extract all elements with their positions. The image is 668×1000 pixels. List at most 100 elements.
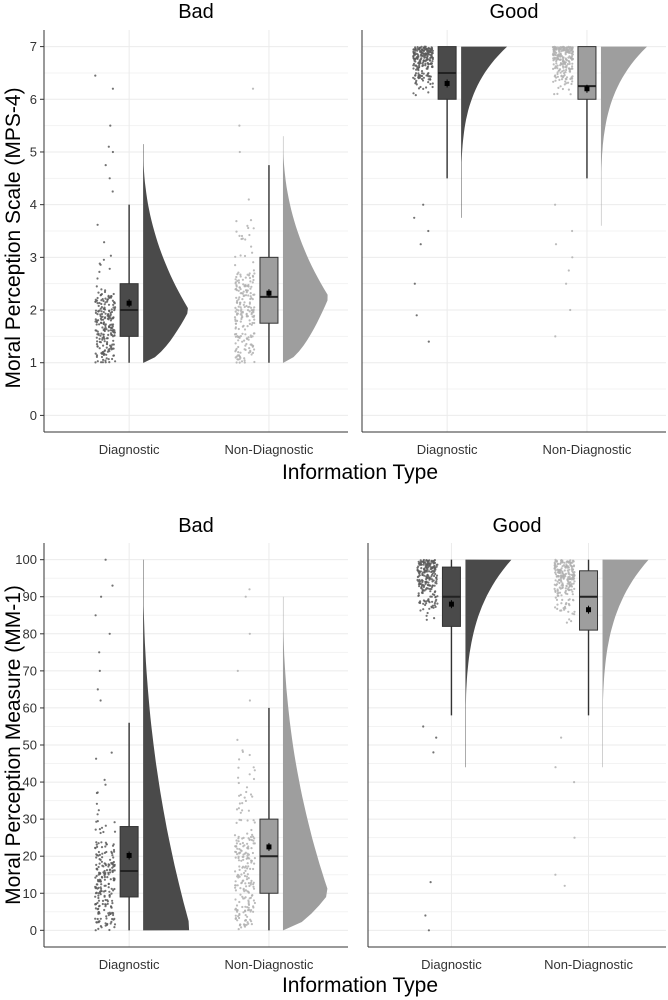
data-point bbox=[418, 585, 421, 588]
data-point bbox=[562, 607, 565, 610]
data-point bbox=[247, 890, 250, 893]
data-point bbox=[560, 74, 563, 77]
data-point bbox=[238, 361, 241, 364]
data-point bbox=[253, 901, 256, 905]
data-point bbox=[97, 319, 100, 322]
data-point bbox=[95, 863, 98, 867]
data-point bbox=[414, 94, 417, 97]
data-point bbox=[249, 835, 253, 839]
mean-marker bbox=[266, 844, 272, 850]
data-point bbox=[419, 562, 423, 566]
y-tick-label: 1 bbox=[30, 355, 37, 370]
y-axis-1: 0 10 20 30 40 50 60 70 80 90 100 bbox=[15, 552, 44, 938]
data-point bbox=[247, 283, 250, 287]
data-point bbox=[247, 336, 250, 339]
raw-points bbox=[553, 558, 576, 887]
data-point bbox=[564, 80, 567, 83]
data-point bbox=[112, 339, 115, 342]
data-point bbox=[110, 887, 113, 890]
data-point bbox=[97, 842, 100, 845]
data-point bbox=[237, 855, 240, 858]
data-point bbox=[242, 855, 245, 858]
y-tick-label: 10 bbox=[23, 886, 37, 901]
data-point bbox=[241, 905, 244, 909]
data-point bbox=[427, 81, 430, 84]
data-point bbox=[431, 60, 434, 63]
data-point bbox=[106, 900, 109, 903]
data-point bbox=[97, 892, 100, 895]
data-point bbox=[248, 753, 251, 757]
data-point bbox=[558, 581, 561, 585]
data-point bbox=[417, 76, 420, 79]
bottom-y-axis-title: Moral Perception Measure (MM-1) bbox=[2, 585, 25, 905]
outlier-point bbox=[98, 651, 101, 654]
y-tick-label: 0 bbox=[30, 408, 37, 423]
data-point bbox=[238, 758, 241, 761]
outlier-point bbox=[571, 256, 574, 259]
outlier-point bbox=[244, 595, 247, 598]
data-point bbox=[237, 766, 240, 769]
data-point bbox=[564, 57, 567, 60]
data-point bbox=[239, 254, 242, 257]
data-point bbox=[99, 321, 103, 324]
top-y-axis-title: Moral Perception Scale (MPS-4) bbox=[2, 87, 25, 388]
data-point bbox=[243, 357, 246, 360]
data-point bbox=[234, 870, 237, 873]
data-point bbox=[110, 348, 113, 351]
data-point bbox=[243, 339, 246, 342]
data-point bbox=[568, 618, 571, 621]
outlier-point bbox=[573, 781, 576, 784]
data-point bbox=[554, 571, 557, 574]
data-point bbox=[555, 62, 558, 65]
data-point bbox=[106, 350, 109, 353]
data-point bbox=[234, 264, 237, 267]
data-point bbox=[552, 80, 555, 83]
data-point bbox=[556, 72, 559, 76]
x-tick-label: Diagnostic bbox=[417, 442, 478, 457]
data-point bbox=[253, 862, 256, 865]
data-point bbox=[572, 599, 575, 602]
data-point bbox=[234, 335, 237, 338]
data-point bbox=[113, 331, 116, 334]
data-point bbox=[245, 875, 248, 878]
data-point bbox=[112, 879, 115, 882]
data-point bbox=[427, 91, 430, 94]
data-point bbox=[422, 599, 425, 602]
data-point bbox=[238, 875, 241, 878]
data-point bbox=[417, 565, 420, 568]
data-point bbox=[100, 299, 103, 302]
data-point bbox=[102, 352, 105, 355]
data-point bbox=[234, 880, 237, 883]
y-tick-label: 3 bbox=[30, 250, 37, 265]
data-point bbox=[96, 901, 99, 905]
data-point bbox=[431, 573, 434, 576]
data-point bbox=[236, 910, 239, 913]
data-point bbox=[573, 573, 576, 577]
data-point bbox=[415, 52, 418, 55]
group-diagnostic: Diagnostic bbox=[416, 558, 512, 972]
y-tick-label: 0 bbox=[30, 923, 37, 938]
data-point bbox=[425, 559, 428, 562]
data-point bbox=[94, 903, 97, 906]
data-point bbox=[247, 899, 250, 902]
data-point bbox=[249, 881, 253, 884]
data-point bbox=[249, 896, 252, 899]
data-point bbox=[98, 853, 101, 857]
data-point bbox=[250, 920, 253, 923]
data-point bbox=[242, 324, 245, 327]
data-point bbox=[425, 570, 428, 573]
data-point bbox=[417, 72, 420, 75]
data-point bbox=[430, 62, 433, 65]
data-point bbox=[237, 840, 240, 843]
data-point bbox=[246, 873, 249, 876]
data-point bbox=[571, 593, 574, 596]
data-point bbox=[554, 589, 557, 592]
data-point bbox=[236, 354, 239, 357]
data-point bbox=[561, 65, 565, 68]
data-point bbox=[108, 347, 111, 350]
data-point bbox=[567, 610, 570, 613]
data-point bbox=[417, 560, 420, 563]
data-point bbox=[414, 72, 418, 75]
raw-points bbox=[94, 74, 117, 364]
data-point bbox=[429, 78, 432, 81]
